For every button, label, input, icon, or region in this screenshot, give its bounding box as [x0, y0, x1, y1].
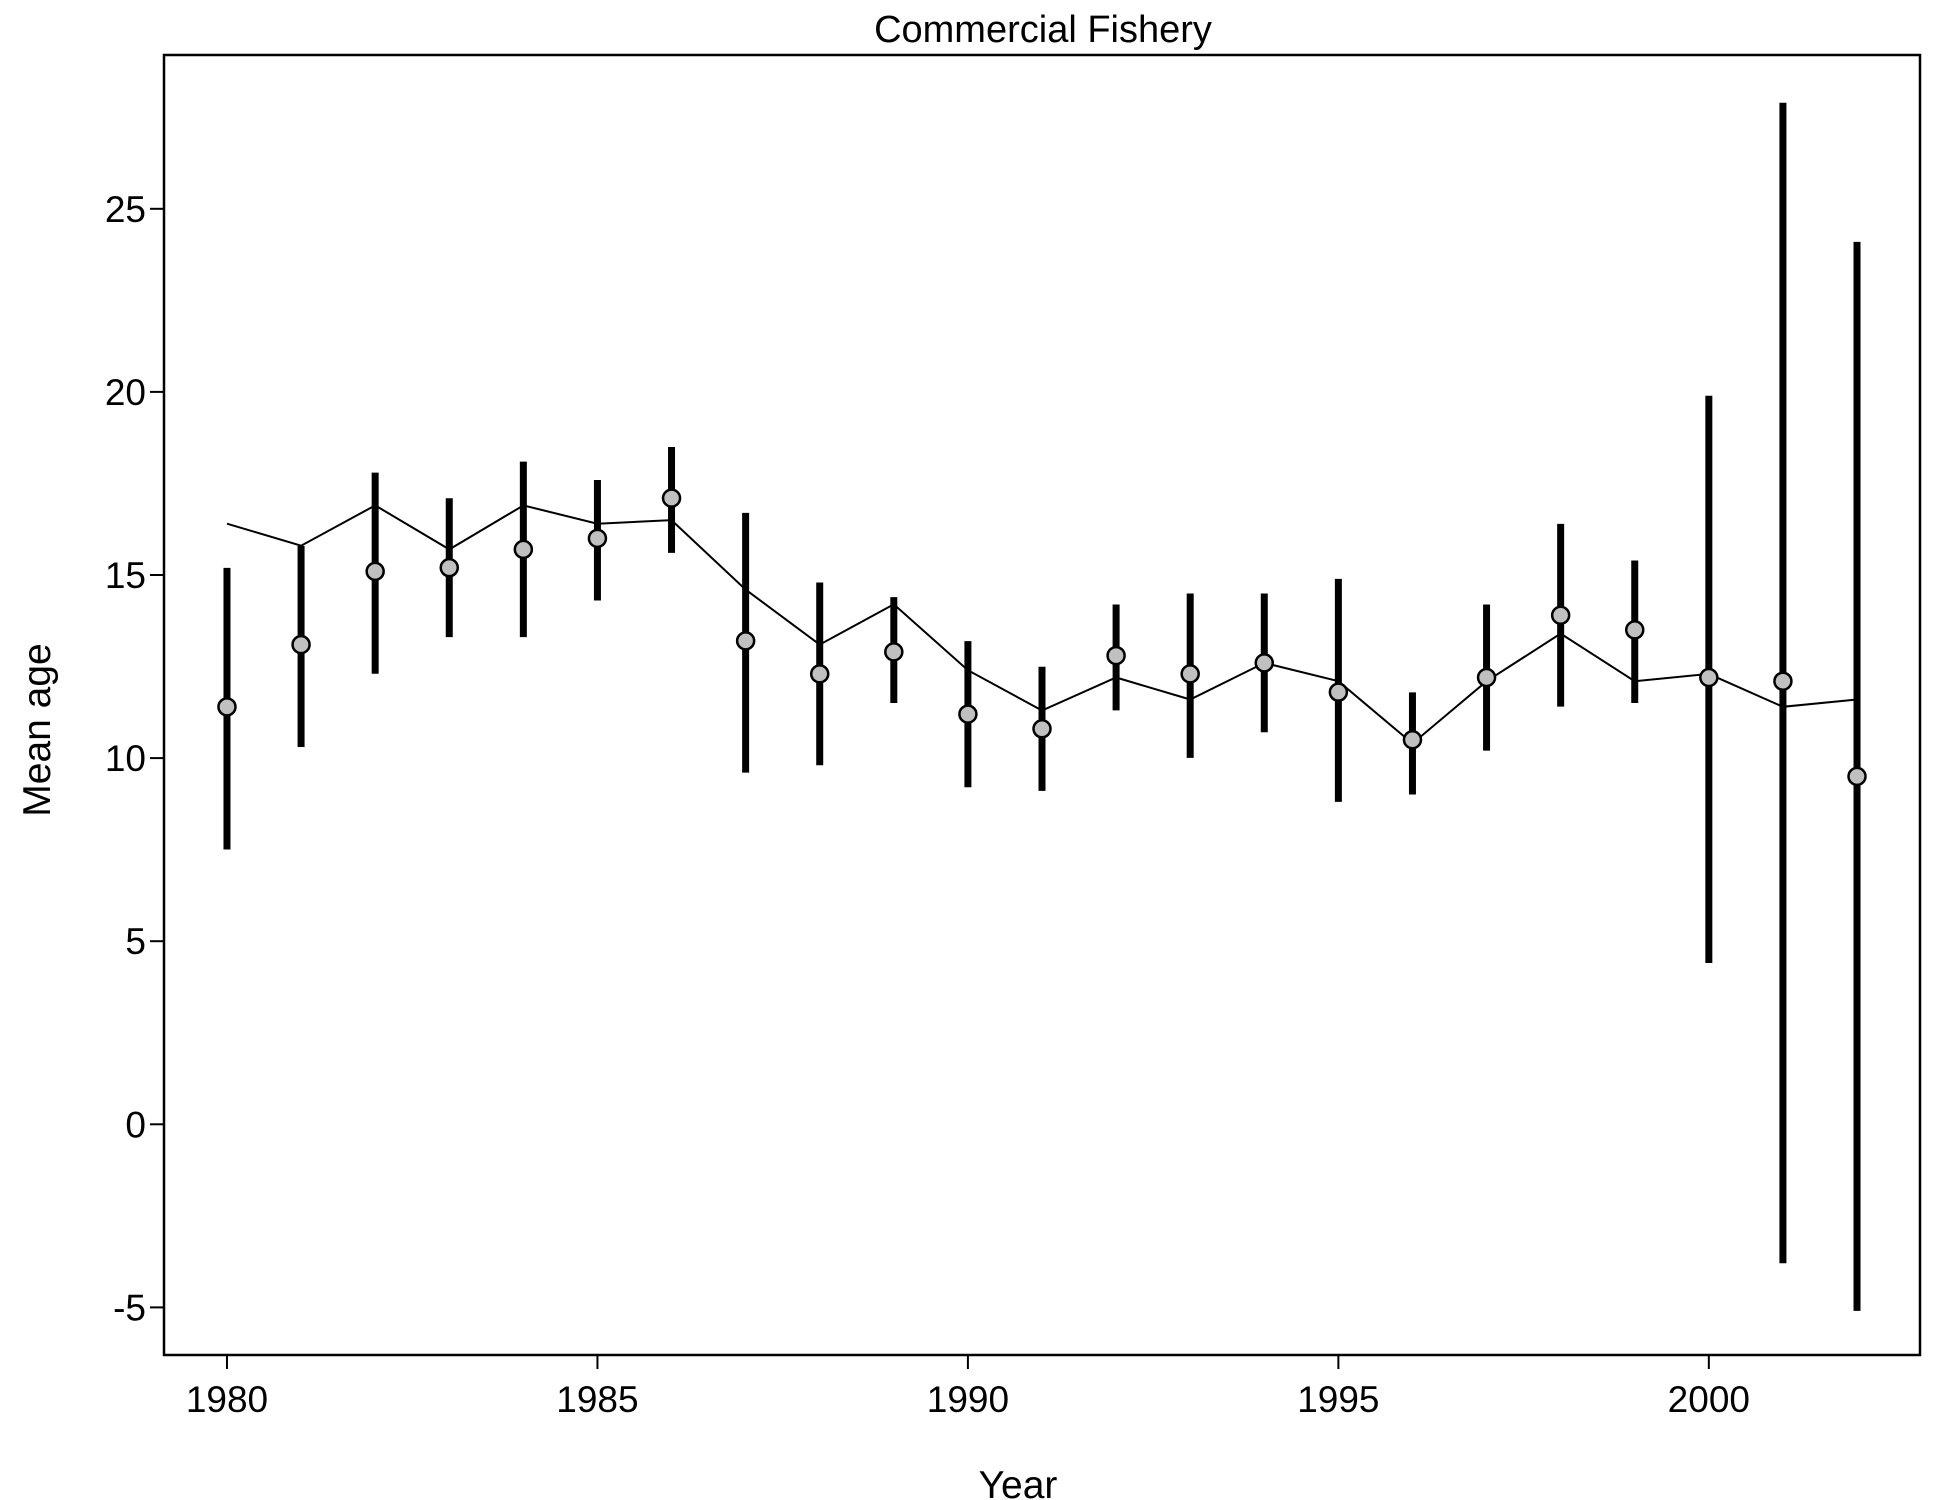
y-tick-label: -5 — [113, 1287, 146, 1328]
data-point — [365, 561, 385, 582]
y-tick-label: 10 — [105, 738, 146, 779]
data-point — [1773, 671, 1793, 691]
data-point — [1847, 766, 1867, 787]
y-tick-label: 5 — [125, 921, 146, 962]
plot-frame — [162, 53, 1922, 1357]
data-point — [291, 634, 311, 655]
data-point — [587, 528, 608, 549]
x-axis-ticks: 1980 1985 1990 1995 2000 — [186, 1355, 1750, 1420]
data-point — [958, 704, 978, 724]
data-point — [217, 697, 237, 717]
data-point — [1180, 664, 1200, 684]
data-point — [1402, 730, 1423, 750]
data-point — [735, 631, 756, 651]
data-point — [809, 664, 830, 684]
observed-points — [217, 488, 1867, 787]
data-point — [1328, 682, 1349, 702]
data-point — [884, 642, 904, 662]
data-point — [661, 488, 682, 508]
data-point — [1699, 667, 1719, 688]
data-point — [1476, 667, 1497, 688]
y-tick-label: 0 — [125, 1104, 146, 1145]
y-axis-title: Mean age — [16, 643, 59, 816]
data-point — [1624, 620, 1645, 640]
x-tick-label: 2000 — [1668, 1379, 1750, 1420]
x-tick-label: 1985 — [556, 1379, 638, 1420]
expected-line — [226, 504, 1858, 745]
data-point — [1254, 653, 1275, 673]
data-point — [1550, 605, 1571, 626]
x-axis-title: Year — [979, 1464, 1058, 1500]
y-axis-ticks: -5 0 5 10 15 20 25 — [105, 189, 164, 1328]
y-tick-label: 20 — [105, 372, 146, 413]
data-point — [513, 539, 534, 560]
data-point — [1032, 719, 1052, 739]
x-tick-label: 1995 — [1297, 1379, 1379, 1420]
y-tick-label: 15 — [105, 555, 146, 596]
y-tick-label: 25 — [105, 189, 146, 230]
x-tick-label: 1980 — [186, 1379, 268, 1420]
x-tick-label: 1990 — [927, 1379, 1009, 1420]
chart-title: Commercial Fishery — [874, 9, 1212, 51]
data-point — [1106, 645, 1126, 666]
data-point — [439, 557, 460, 578]
